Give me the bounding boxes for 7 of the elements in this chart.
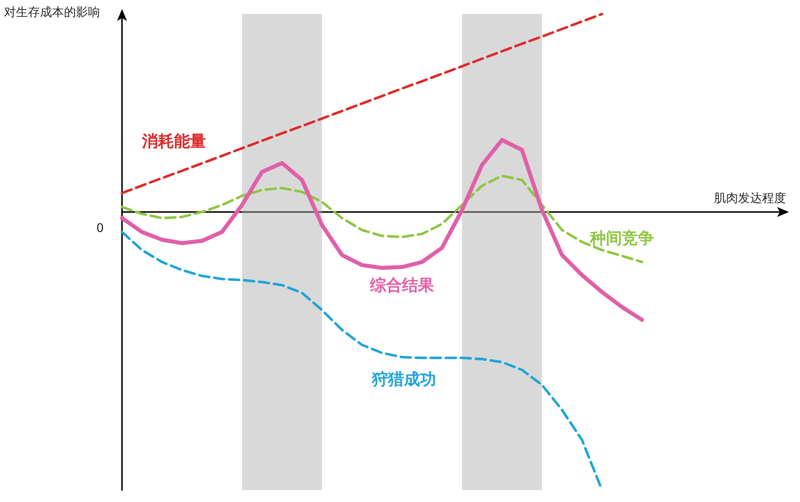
series-label: 综合结果 xyxy=(369,276,435,295)
series-label: 种间竞争 xyxy=(589,228,654,248)
text: 0 xyxy=(96,220,104,235)
y-axis-title: 对生存成本的影响 xyxy=(4,5,100,19)
series-label: 消耗能量 xyxy=(141,131,206,150)
x-axis-title: 肌肉发达程度 xyxy=(714,191,786,205)
series-label: 狩猎成功 xyxy=(371,370,436,389)
